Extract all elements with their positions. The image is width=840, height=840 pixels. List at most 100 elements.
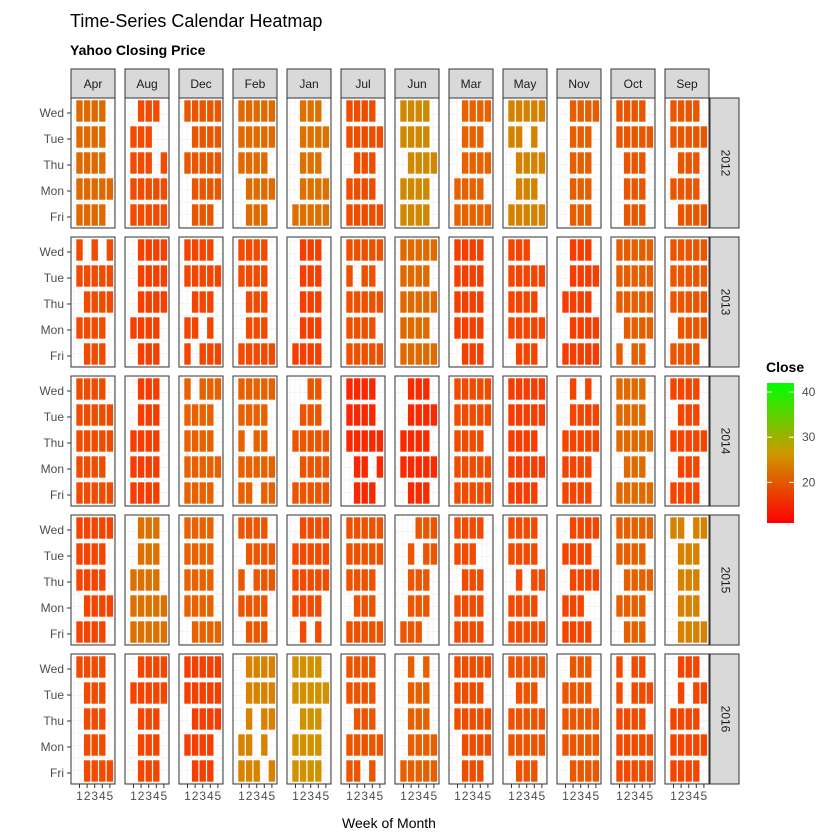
heat-cell xyxy=(152,481,161,505)
heat-cell xyxy=(191,290,199,314)
heat-cell xyxy=(692,264,701,288)
heat-cell xyxy=(615,377,624,401)
heat-cell xyxy=(98,759,107,783)
heat-cell xyxy=(183,733,192,757)
year-strip-label: 2013 xyxy=(718,289,732,316)
heat-cell xyxy=(453,481,462,505)
heat-cell xyxy=(306,759,315,783)
heat-cell xyxy=(75,99,84,123)
x-tick-label: 5 xyxy=(377,789,384,803)
x-tick-label: 5 xyxy=(593,789,600,803)
heat-cell xyxy=(306,429,315,453)
heat-cell xyxy=(206,733,215,757)
heat-cell xyxy=(345,99,354,123)
heat-cell xyxy=(623,203,631,227)
heat-cell xyxy=(98,568,107,592)
heat-cell xyxy=(314,733,323,757)
heat-cell xyxy=(260,316,269,340)
heat-cell xyxy=(198,238,207,262)
legend-colorbar xyxy=(767,383,794,523)
heat-cell xyxy=(646,264,654,288)
heat-cell xyxy=(422,99,431,123)
heat-cell xyxy=(376,203,384,227)
heat-cell xyxy=(191,542,199,566)
month-strip-label: Aug xyxy=(136,77,157,91)
heat-cell xyxy=(144,151,153,175)
heat-cell xyxy=(214,655,222,679)
heat-cell xyxy=(137,568,145,592)
heat-cell xyxy=(245,203,253,227)
heat-cell xyxy=(569,516,577,540)
x-tick-label: 2 xyxy=(84,789,91,803)
panel-aug-2013 xyxy=(124,236,170,368)
heat-cell xyxy=(314,238,323,262)
heat-cell xyxy=(638,125,647,149)
heat-cell xyxy=(569,203,577,227)
heat-cell xyxy=(692,403,701,427)
heat-cell xyxy=(522,151,531,175)
heat-cell xyxy=(576,203,585,227)
heat-cell xyxy=(268,455,276,479)
heat-cell xyxy=(538,707,546,731)
heat-cell xyxy=(83,264,91,288)
heat-cell xyxy=(198,403,207,427)
heat-cell xyxy=(522,403,531,427)
heat-cell xyxy=(677,594,685,618)
heat-cell xyxy=(299,290,307,314)
heat-cell xyxy=(299,455,307,479)
heat-cell xyxy=(191,568,199,592)
heat-cell xyxy=(422,733,431,757)
heat-cell xyxy=(345,377,354,401)
y-tick-label: Wed xyxy=(40,245,64,259)
heat-cell xyxy=(152,342,161,366)
heat-cell xyxy=(538,403,546,427)
heat-cell xyxy=(530,681,539,705)
heat-cell xyxy=(615,542,624,566)
heat-cell xyxy=(198,203,207,227)
heat-cell xyxy=(677,99,685,123)
heat-cell xyxy=(414,681,423,705)
heat-cell xyxy=(422,203,431,227)
heat-cell xyxy=(360,681,369,705)
heat-cell xyxy=(569,342,577,366)
heat-cell xyxy=(476,516,485,540)
heat-cell xyxy=(206,568,215,592)
heat-cell xyxy=(152,403,161,427)
heat-cell xyxy=(407,151,415,175)
heat-cell xyxy=(453,681,462,705)
heat-cell xyxy=(414,342,423,366)
heat-cell xyxy=(623,125,631,149)
heat-cell xyxy=(260,203,269,227)
heat-cell xyxy=(206,264,215,288)
heat-cell xyxy=(623,594,631,618)
heat-cell xyxy=(561,620,570,644)
heat-cell xyxy=(137,481,145,505)
heat-cell xyxy=(206,377,215,401)
heat-cell xyxy=(522,707,531,731)
heat-cell xyxy=(615,516,624,540)
heat-cell xyxy=(98,681,107,705)
heat-cell xyxy=(144,542,153,566)
heat-cell xyxy=(368,516,377,540)
heat-cell xyxy=(623,177,631,201)
heat-cell xyxy=(376,516,384,540)
heat-cell xyxy=(407,429,415,453)
heat-cell xyxy=(353,594,361,618)
heat-cell xyxy=(368,403,377,427)
heat-cell xyxy=(430,151,438,175)
heat-cell xyxy=(252,655,261,679)
heat-cell xyxy=(638,481,647,505)
heat-cell xyxy=(368,429,377,453)
heat-cell xyxy=(453,620,462,644)
heat-cell xyxy=(214,342,222,366)
heat-cell xyxy=(430,542,438,566)
heat-cell xyxy=(623,429,631,453)
heat-cell xyxy=(83,99,91,123)
heat-cell xyxy=(245,290,253,314)
heat-cell xyxy=(90,125,99,149)
heat-cell xyxy=(245,403,253,427)
heat-cell xyxy=(700,516,708,540)
heat-cell xyxy=(522,429,531,453)
heat-cell xyxy=(376,455,384,479)
heat-cell xyxy=(453,516,462,540)
